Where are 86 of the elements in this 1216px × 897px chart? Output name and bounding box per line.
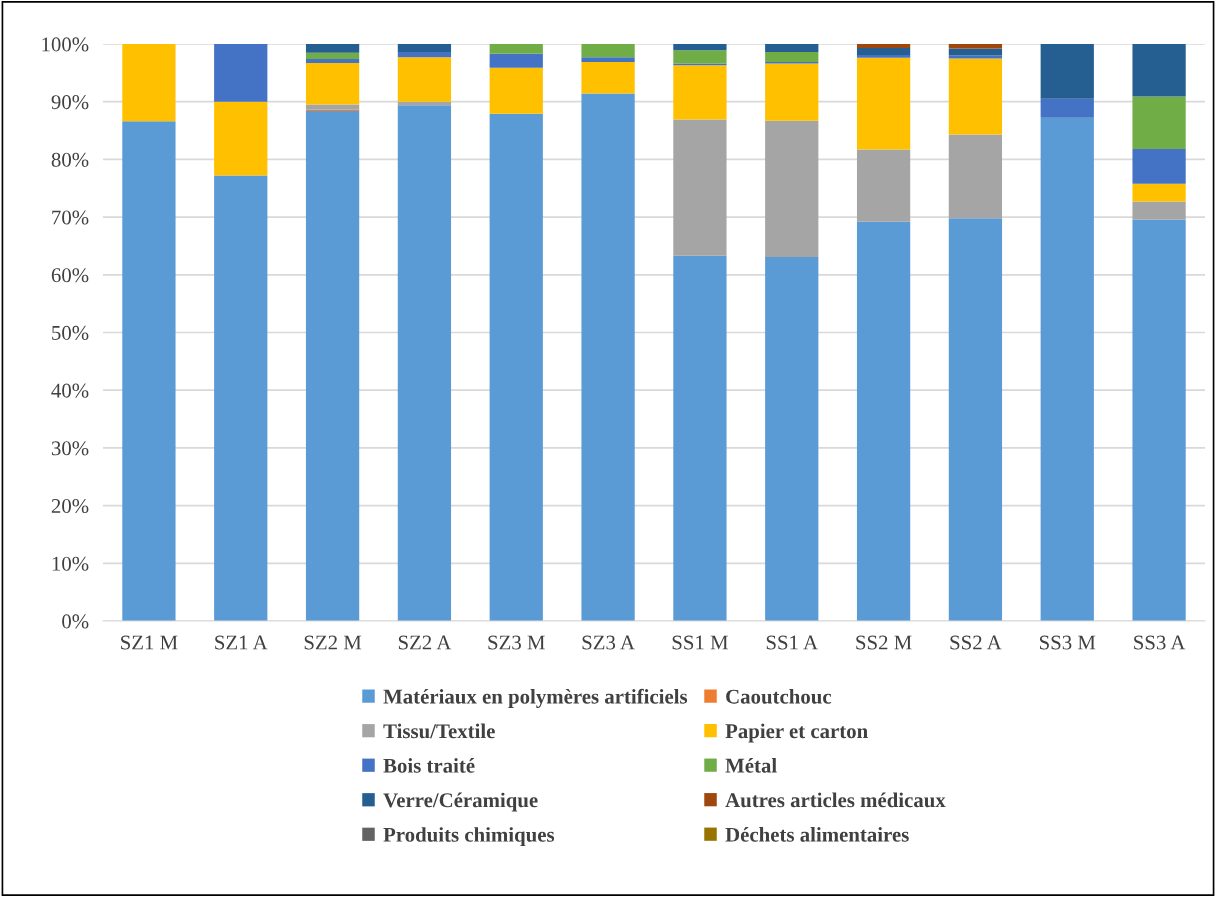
x-tick-label: SZ3 A [582, 635, 635, 650]
bar [856, 57, 911, 150]
bar [948, 58, 1003, 135]
bar [765, 120, 819, 257]
bar [305, 104, 360, 110]
bar [1132, 44, 1186, 97]
y-tick-label: 0% [62, 614, 89, 629]
bar [1132, 183, 1186, 202]
x-tick-label: SS2 A [950, 635, 1002, 650]
bar [765, 63, 819, 121]
bar [489, 53, 543, 68]
bar [397, 44, 452, 53]
bar [673, 50, 727, 64]
bar [1040, 98, 1094, 118]
bar [1132, 201, 1186, 220]
bar [948, 48, 1003, 56]
x-tick-label: SZ1 A [215, 635, 268, 650]
bar [214, 101, 268, 176]
bar [489, 113, 543, 621]
legend-label: Matériaux en polymères artificiels [383, 688, 688, 708]
bar [214, 175, 268, 621]
bar [397, 57, 452, 102]
bar [397, 52, 452, 58]
y-tick-label: 90% [51, 95, 89, 110]
y-tick-label: 100% [42, 37, 89, 52]
bar [673, 255, 727, 621]
bar [948, 134, 1003, 219]
bar [856, 54, 911, 58]
y-tick-label: 30% [51, 441, 89, 456]
bar [489, 44, 543, 54]
y-tick-label: 50% [52, 325, 89, 340]
bar [214, 44, 268, 102]
y-tick-label: 40% [51, 383, 89, 398]
bar [673, 65, 727, 120]
bar [305, 52, 360, 59]
bar [122, 44, 176, 122]
bar [581, 93, 635, 621]
y-tick-label: 20% [51, 498, 89, 514]
x-tick-label: SS3 A [1134, 635, 1186, 650]
bar [765, 256, 819, 621]
y-tick-label: 60% [51, 268, 89, 283]
bar [1132, 219, 1186, 621]
bar [856, 149, 911, 222]
bar [1132, 96, 1186, 150]
legend-label: Produits chimiques [383, 827, 555, 847]
bar [397, 105, 452, 621]
bar [673, 44, 727, 51]
legend-label: Métal [725, 758, 777, 773]
bar [305, 44, 360, 53]
x-tick-label: SS2 M [856, 635, 912, 650]
bar [948, 44, 1003, 49]
bar [1132, 149, 1186, 184]
bar [305, 59, 360, 64]
x-tick-label: SZ2 A [398, 635, 452, 650]
y-tick-label: 10% [52, 556, 89, 571]
legend-label: Verre/Céramique [383, 792, 538, 812]
bar [581, 57, 635, 62]
bar [856, 48, 911, 55]
y-tick-label: 80% [51, 152, 89, 167]
x-tick-label: SS3 M [1039, 635, 1096, 650]
bar [581, 44, 635, 58]
bar [581, 61, 635, 94]
legend-label: Bois traité [383, 758, 475, 773]
bar [856, 44, 911, 49]
x-tick-label: SZ3 M [488, 635, 545, 650]
x-tick-label: SZ1 M [121, 635, 178, 650]
bar [856, 221, 911, 621]
bar [305, 63, 360, 105]
bar [673, 119, 727, 256]
bar [1040, 44, 1094, 99]
bar [489, 67, 543, 114]
y-tick-label: 70% [52, 210, 89, 225]
legend-label: Tissu/Textile [383, 723, 495, 739]
x-tick-label: SS1 A [766, 635, 818, 650]
bar [1040, 117, 1094, 621]
legend-label: Autres articles médicaux [725, 792, 946, 808]
bar [122, 121, 176, 621]
x-tick-label: SZ2 M [304, 635, 362, 650]
bar [765, 52, 819, 62]
bar [948, 218, 1003, 621]
legend-label: Papier et carton [725, 723, 868, 743]
bar [305, 110, 360, 621]
bar [765, 44, 819, 53]
x-tick-label: SS1 M [672, 635, 728, 650]
legend-label: Déchets alimentaires [725, 827, 909, 842]
legend-label: Caoutchouc [726, 689, 832, 704]
